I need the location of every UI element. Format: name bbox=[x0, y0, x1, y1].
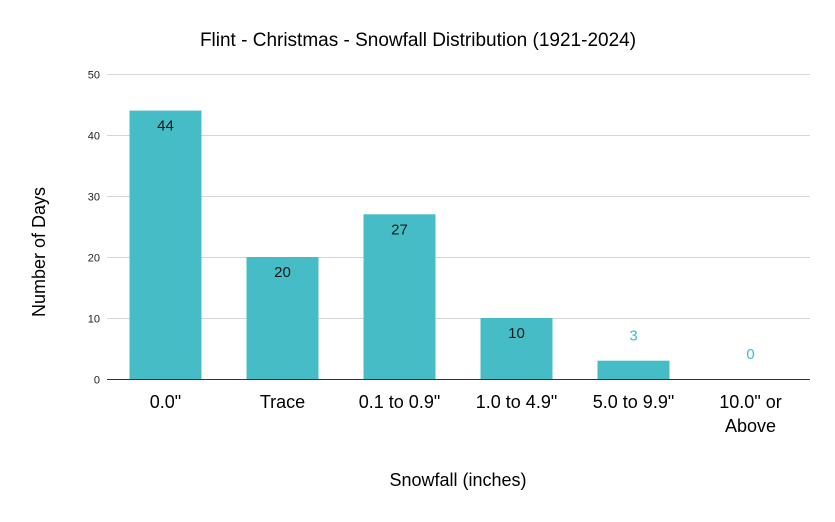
y-tick-label: 30 bbox=[88, 192, 100, 204]
x-tick-label: 5.0 to 9.9" bbox=[593, 392, 674, 412]
gridlines bbox=[107, 74, 810, 319]
x-tick-label: 1.0 to 4.9" bbox=[476, 392, 557, 412]
x-tick-label: 10.0" or Above bbox=[719, 392, 781, 436]
y-axis-title: Number of Days bbox=[29, 187, 49, 317]
bar bbox=[363, 214, 436, 379]
bar bbox=[129, 110, 202, 379]
y-axis-ticks: 0 10 20 30 40 50 bbox=[88, 70, 100, 387]
data-label: 20 bbox=[274, 264, 291, 281]
data-label: 10 bbox=[508, 325, 525, 342]
bars bbox=[129, 110, 670, 379]
x-tick-label: 0.1 to 0.9" bbox=[359, 392, 440, 412]
data-label: 27 bbox=[391, 221, 408, 238]
bar bbox=[480, 318, 553, 379]
data-label: 3 bbox=[629, 328, 637, 345]
bar bbox=[246, 257, 319, 379]
x-tick-label: Trace bbox=[260, 392, 305, 412]
chart-title: Flint - Christmas - Snowfall Distributio… bbox=[200, 30, 636, 51]
data-label: 44 bbox=[157, 118, 174, 135]
y-tick-label: 20 bbox=[88, 253, 100, 265]
y-tick-label: 50 bbox=[88, 70, 100, 82]
data-labels: 44 20 27 10 3 0 bbox=[157, 118, 755, 363]
bar bbox=[597, 360, 670, 379]
x-tick-label: 0.0" bbox=[150, 392, 181, 412]
data-label: 0 bbox=[746, 346, 754, 363]
y-tick-label: 10 bbox=[88, 314, 100, 326]
x-axis-title: Snowfall (inches) bbox=[389, 470, 526, 490]
x-axis-ticks: 0.0" Trace 0.1 to 0.9" 1.0 to 4.9" 5.0 to 9.… bbox=[150, 392, 782, 436]
y-tick-label: 0 bbox=[94, 375, 100, 387]
y-tick-label: 40 bbox=[88, 131, 100, 143]
